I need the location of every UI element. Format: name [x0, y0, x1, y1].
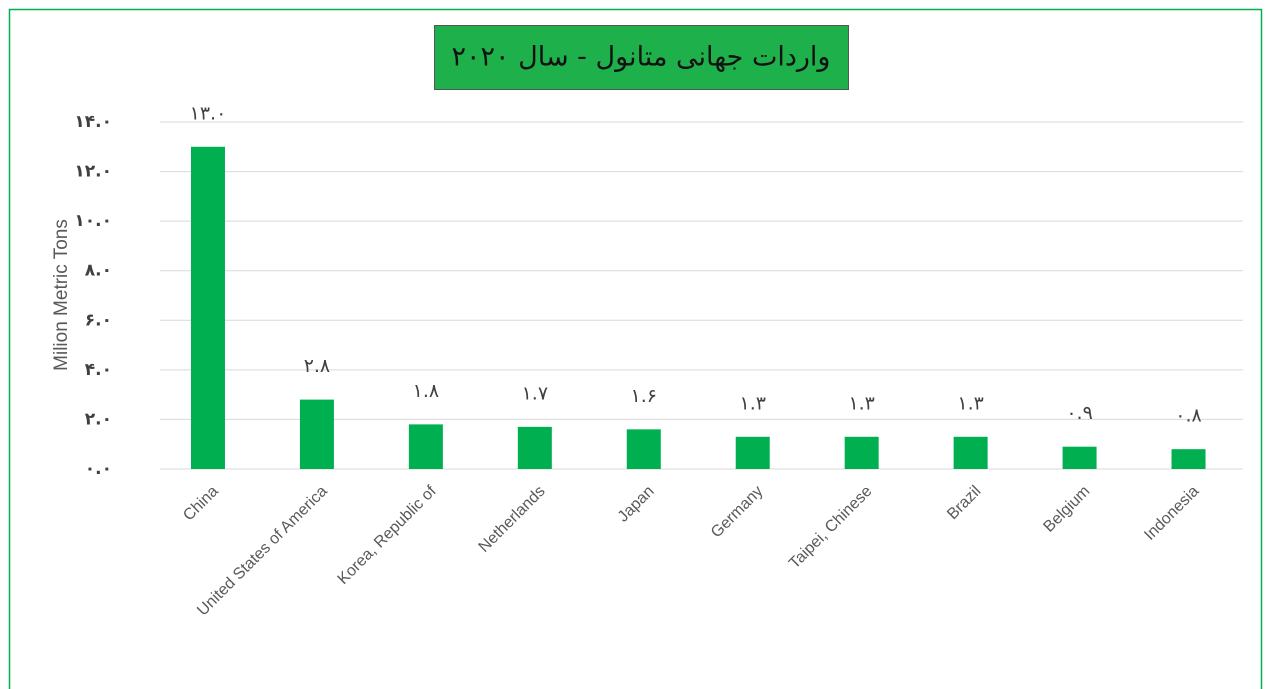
x-tick-label: Belgium: [1040, 483, 1093, 536]
y-tick-label: ۱۲.۰: [74, 162, 112, 182]
bar: [408, 424, 443, 469]
y-tick-label: ۰.۰: [85, 459, 112, 479]
chart-border: [8, 8, 1263, 689]
data-label: ۱.۸: [413, 380, 439, 402]
y-tick-label: ۱۰.۰: [74, 211, 112, 231]
bar: [844, 436, 879, 469]
bar: [735, 436, 770, 469]
y-tick-label: ۴.۰: [85, 360, 112, 380]
bar: [953, 436, 988, 469]
title-box: [434, 25, 849, 90]
bar: [190, 146, 225, 470]
x-tick-label: Korea, Republic of: [335, 482, 441, 588]
data-label: ۱.۳: [848, 392, 874, 414]
y-tick-label: ۲.۰: [85, 409, 112, 429]
bar: [299, 399, 334, 469]
x-tick-label: United States of America: [194, 483, 331, 620]
chart-title: واردات جهانی متانول - سال ۲۰۲۰: [452, 42, 831, 73]
y-tick-label: ۱۴.۰: [74, 112, 112, 132]
data-label: ۱۳.۰: [190, 102, 227, 124]
x-tick-label: Japan: [615, 483, 658, 526]
bar: [1171, 449, 1206, 469]
bar: [1062, 446, 1097, 469]
y-tick-label: ۸.۰: [85, 261, 112, 281]
x-tick-label: China: [180, 483, 222, 525]
data-label: ۲.۸: [304, 355, 330, 377]
x-tick-label: Germany: [708, 483, 767, 542]
data-label: ۱.۷: [522, 382, 548, 404]
y-axis-label: Milion Metric Tons: [51, 219, 72, 371]
bar: [517, 426, 552, 469]
y-tick-label: ۶.۰: [85, 310, 112, 330]
x-tick-label: Indonesia: [1141, 483, 1202, 544]
data-label: ۱.۶: [631, 385, 657, 407]
x-tick-label: Taipei, Chinese: [786, 483, 875, 572]
data-label: ۱.۳: [739, 392, 765, 414]
data-label: ۱.۳: [957, 392, 983, 414]
data-label: ۰.۹: [1066, 402, 1092, 424]
data-label: ۰.۸: [1175, 405, 1201, 427]
x-tick-label: Netherlands: [476, 483, 549, 556]
bar: [626, 429, 661, 469]
x-tick-label: Brazil: [944, 483, 984, 523]
